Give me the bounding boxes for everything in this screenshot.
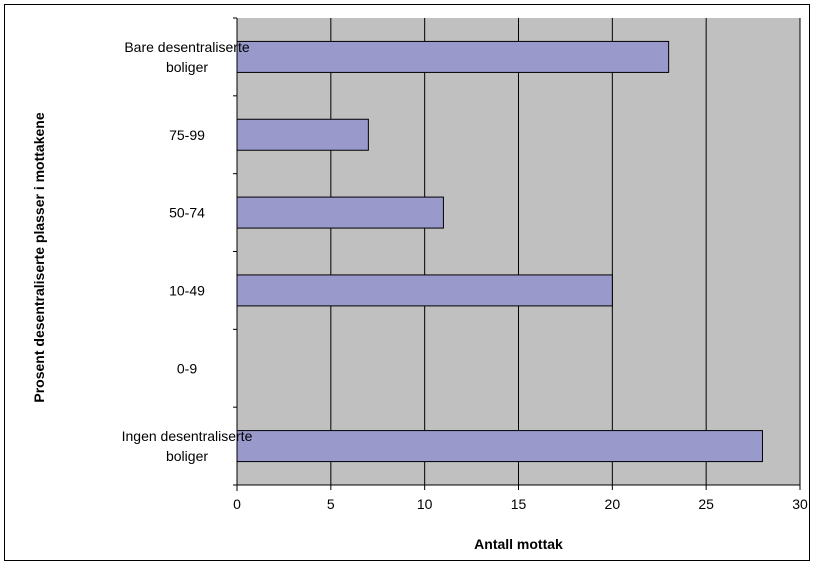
- y-tick-label: boliger: [166, 59, 208, 75]
- bar-2: [236, 196, 444, 229]
- x-tick-label: 5: [327, 496, 335, 512]
- bar-5: [236, 430, 763, 463]
- x-axis-title: Antall mottak: [474, 536, 563, 552]
- x-tick-label: 15: [511, 496, 527, 512]
- y-tick-label: Bare desentraliserte: [124, 39, 250, 55]
- x-tick-labels: 0 5 10 15 20 25 30: [233, 496, 808, 512]
- y-tick-label: boliger: [166, 448, 208, 464]
- x-tick-label: 10: [417, 496, 433, 512]
- axes: [233, 17, 801, 491]
- y-axis-title: Prosent desentraliserte plasser i mottak…: [31, 112, 47, 402]
- x-tick-label: 0: [233, 496, 241, 512]
- bar-0: [236, 40, 670, 73]
- bar-3: [236, 274, 613, 307]
- y-tick-label: 0-9: [177, 360, 197, 376]
- y-tick-label: 50-74: [169, 205, 205, 221]
- x-tick-label: 20: [605, 496, 621, 512]
- gridlines: [330, 18, 801, 485]
- y-tick-labels: Bare desentraliserte boliger 75-99 50-74 10-…: [122, 39, 253, 464]
- bars: [236, 40, 763, 463]
- bar-1: [236, 118, 369, 151]
- x-tick-label: 25: [698, 496, 714, 512]
- y-tick-label: Ingen desentraliserte: [122, 428, 253, 444]
- y-tick-label: 75-99: [169, 127, 205, 143]
- y-tick-label: 10-49: [169, 282, 205, 298]
- x-tick-label: 30: [792, 496, 808, 512]
